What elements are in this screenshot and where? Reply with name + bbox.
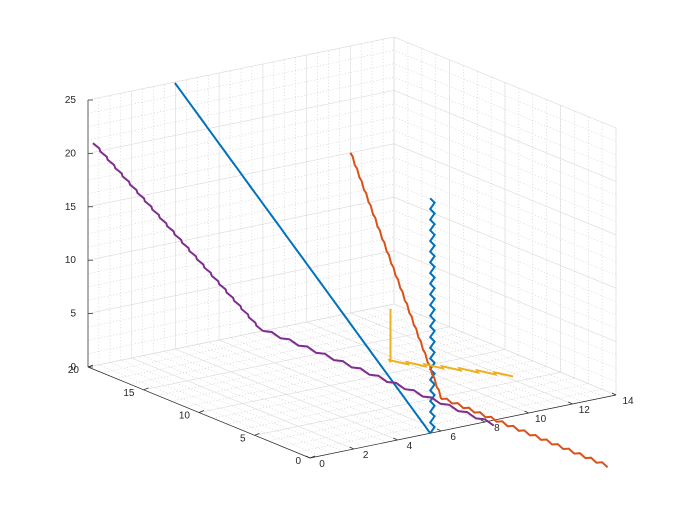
z-tick-label: 15 <box>65 202 77 213</box>
floor-grid-y-minor <box>171 337 478 402</box>
x-tick-label: 14 <box>622 396 634 407</box>
floor-grid-y-minor <box>101 309 408 373</box>
floor-grid-y-minor <box>226 360 533 425</box>
x-tick-label: 8 <box>494 423 500 434</box>
backwall-grid-z-minor <box>87 277 395 341</box>
backwall-grid-z-minor <box>87 76 395 141</box>
backwall-grid-z-minor <box>87 223 395 288</box>
series-3-segment-2 <box>262 330 495 427</box>
backwall-grid-z-minor <box>87 130 395 194</box>
x-tick-mark <box>305 455 311 459</box>
x-tick-label: 12 <box>579 405 591 416</box>
floor-grid-y-minor <box>212 354 519 419</box>
x-tick-label: 6 <box>450 432 456 443</box>
z-tick-label: 25 <box>65 95 77 106</box>
backwall-grid-z <box>87 90 395 154</box>
x-tick-label: 10 <box>535 414 547 425</box>
backwall-grid-z-minor <box>87 116 395 181</box>
sidewall-grid-z <box>393 143 617 236</box>
backwall-grid-z <box>87 250 395 314</box>
z-tick-label: 5 <box>70 309 76 320</box>
sidewall-grid-z <box>393 90 617 182</box>
floor-grid-y-minor <box>268 377 575 442</box>
series-1-segment-1 <box>428 197 436 434</box>
x-tick-mark <box>436 428 442 432</box>
y-tick-mark <box>254 432 260 436</box>
series-layer <box>92 82 609 468</box>
floor-grid-y <box>198 349 506 413</box>
y-tick-label: 0 <box>295 456 301 467</box>
z-tick-label: 10 <box>65 255 77 266</box>
y-tick-label: 5 <box>240 433 246 444</box>
y-tick-mark <box>198 410 205 413</box>
floor-grid-y-minor <box>296 389 603 453</box>
major-grid <box>87 36 617 459</box>
z-tick-label: 0 <box>70 362 76 373</box>
x-tick-mark <box>568 401 573 405</box>
x-tick-label: 2 <box>363 450 369 461</box>
sidewall-grid-z <box>393 303 617 396</box>
backwall-grid-z <box>87 196 395 261</box>
backwall-grid-z-minor <box>87 290 395 354</box>
x-tick-label: 0 <box>319 459 325 470</box>
backwall-grid-z <box>87 303 395 368</box>
series-3-segment-1 <box>92 142 264 332</box>
backwall-grid-z-minor <box>87 63 395 127</box>
floor-grid-y <box>143 326 450 391</box>
backwall-grid-z-minor <box>87 237 395 301</box>
floor-grid-y-minor <box>115 315 422 379</box>
floor-grid-y-minor <box>240 366 547 430</box>
x-tick-mark <box>524 410 529 414</box>
sidewall-grid-z <box>393 250 617 342</box>
backwall-grid-z-minor <box>87 50 395 114</box>
backwall-grid-z <box>87 36 395 101</box>
sidewall-grid-z <box>393 36 617 129</box>
sidewall-grid-z <box>393 196 617 289</box>
axis-lines <box>87 99 617 459</box>
backwall-grid-z-minor <box>87 156 395 221</box>
backwall-grid-z-minor <box>87 263 395 328</box>
backwall-grid-z-minor <box>87 170 395 234</box>
x-tick-mark <box>393 437 398 441</box>
x-tick-mark <box>480 419 486 423</box>
series-1-segment-2 <box>174 82 432 434</box>
series-2-segment-2 <box>441 397 609 468</box>
x-tick-mark <box>611 392 617 396</box>
z-tick-label: 20 <box>65 148 77 159</box>
x-tick-mark <box>349 446 354 450</box>
floor-grid-y-minor <box>185 343 492 408</box>
floor-grid-y-minor <box>157 332 464 396</box>
x-axis-line <box>309 394 617 459</box>
floor-grid-y-minor <box>282 383 589 447</box>
y-tick-mark <box>309 455 316 459</box>
y-tick-label: 20 <box>68 365 80 376</box>
y-tick-mark <box>143 387 149 391</box>
series-2-segment-1 <box>349 152 443 400</box>
backwall-grid-z-minor <box>87 183 395 248</box>
series-4-segment-2 <box>387 358 514 378</box>
floor-grid-y-minor <box>129 320 436 385</box>
y-tick-label: 10 <box>179 411 191 422</box>
backwall-grid-z-minor <box>87 210 395 274</box>
minor-grid <box>87 36 617 459</box>
y-tick-label: 15 <box>123 388 135 399</box>
backwall-grid-z-minor <box>87 103 395 168</box>
x-tick-label: 4 <box>407 441 413 452</box>
